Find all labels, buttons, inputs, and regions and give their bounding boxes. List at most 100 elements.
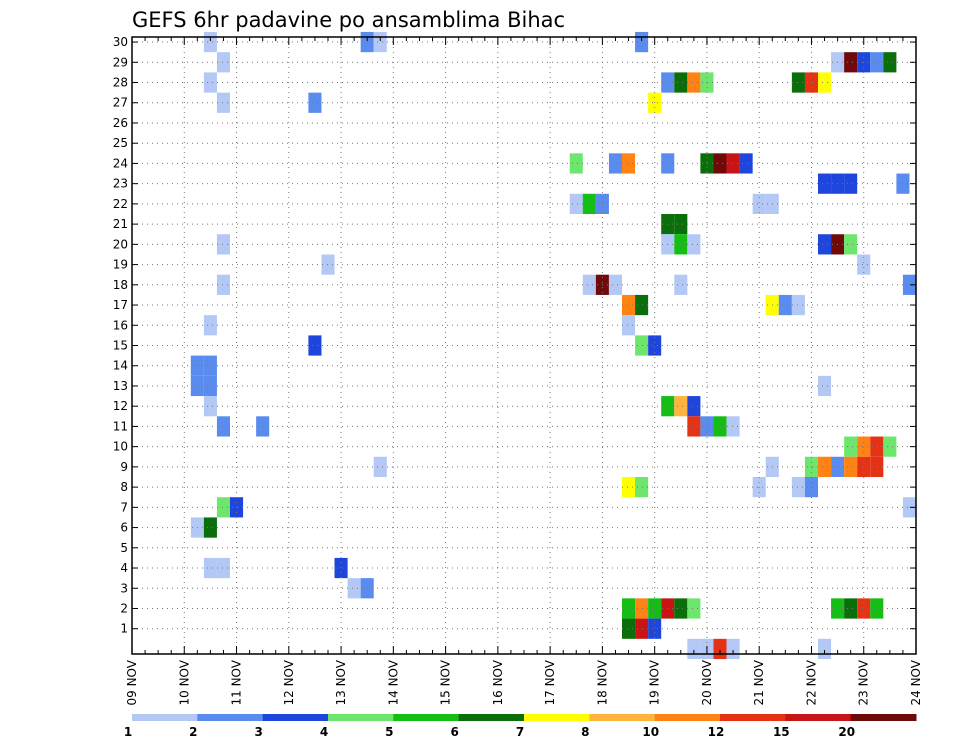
cell-member-10-82 — [870, 436, 884, 457]
cell-member-12-70 — [203, 396, 217, 417]
ytick-label-23: 23 — [113, 177, 128, 191]
cell-member-24-26 — [713, 153, 727, 174]
xtick-label-8: 16 NOV — [491, 659, 505, 705]
cell-member-9-91 — [870, 456, 884, 477]
ytick-label-9: 9 — [120, 460, 128, 474]
cell-member-9-87 — [818, 456, 832, 477]
cell-member-18-52 — [608, 274, 622, 295]
colorbar-label-8: 8 — [581, 725, 589, 739]
ytick-label-14: 14 — [113, 359, 128, 373]
cell-member-10-80 — [844, 436, 858, 457]
cell-member-28-10 — [203, 72, 217, 93]
colorbar-label-20: 20 — [838, 725, 855, 739]
cell-member-28-12 — [674, 72, 688, 93]
cell-member-0-123 — [726, 638, 740, 660]
cell-member-24-22 — [608, 153, 622, 174]
cell-member-16-60 — [203, 315, 217, 336]
cell-member-8-95 — [791, 476, 805, 498]
cell-member-9-89 — [844, 456, 858, 477]
xtick-label-15: 23 NOV — [857, 659, 871, 705]
cell-member-3-105 — [347, 578, 361, 599]
cell-member-4-103 — [216, 557, 230, 579]
colorbar-label-12: 12 — [708, 725, 725, 739]
cell-member-2-116 — [870, 598, 884, 619]
cell-member-18-53 — [674, 274, 688, 295]
cell-member-19-47 — [321, 254, 335, 275]
colorbar-swatch-4 — [328, 714, 394, 721]
cell-member-11-74 — [216, 416, 230, 437]
ytick-label-18: 18 — [113, 278, 128, 292]
cell-member-24-25 — [700, 153, 714, 174]
cell-member-22-33 — [569, 193, 583, 215]
cells-layer — [190, 31, 916, 660]
cell-member-0-124 — [818, 638, 832, 660]
cell-member-2-112 — [687, 598, 701, 619]
cell-member-24-28 — [739, 153, 753, 174]
ytick-label-2: 2 — [120, 601, 128, 615]
cell-member-8-93 — [635, 476, 649, 498]
cell-member-21-39 — [674, 214, 688, 235]
colorbar-label-2: 2 — [189, 725, 197, 739]
xtick-label-5: 13 NOV — [334, 659, 348, 705]
cell-member-9-84 — [373, 456, 387, 477]
cell-member-11-76 — [687, 416, 701, 437]
ytick-label-22: 22 — [113, 197, 128, 211]
ytick-label-8: 8 — [120, 480, 128, 494]
ytick-label-16: 16 — [113, 318, 128, 332]
cell-member-18-50 — [582, 274, 596, 295]
cell-member-2-108 — [635, 598, 649, 619]
colorbar-legend: 1 2 3 4 5 6 7 8 10 12 15 20 — [124, 714, 917, 739]
y-axis: 1234567891011121314151617181920212223242… — [113, 35, 916, 636]
cell-member-27-19 — [308, 92, 322, 113]
ytick-label-11: 11 — [113, 419, 128, 433]
cell-member-18-49 — [216, 274, 230, 295]
colorbar-swatch-5 — [393, 714, 460, 721]
cell-member-2-114 — [844, 598, 858, 619]
colorbar-swatch-9 — [654, 714, 721, 721]
cell-member-15-62 — [308, 335, 322, 356]
cell-member-9-90 — [857, 456, 871, 477]
cell-member-8-92 — [622, 476, 636, 498]
cell-member-6-101 — [203, 517, 217, 538]
ytick-label-15: 15 — [113, 339, 128, 353]
cell-member-1-118 — [635, 618, 649, 639]
ytick-label-3: 3 — [120, 581, 128, 595]
ytick-label-10: 10 — [113, 440, 128, 454]
cell-member-11-79 — [726, 416, 740, 437]
cell-member-29-8 — [870, 52, 884, 73]
cell-member-11-78 — [713, 416, 727, 437]
colorbar-swatch-2 — [197, 714, 264, 721]
grid-layer — [132, 37, 916, 654]
xtick-label-12: 20 NOV — [700, 659, 714, 705]
cell-member-12-72 — [674, 396, 688, 417]
x-axis: 09 NOV 10 NOV 11 NOV 12 NOV 13 NOV 14 NOV 15 N… — [125, 37, 923, 706]
cell-member-0-120 — [687, 638, 701, 660]
cell-member-16-61 — [622, 315, 636, 336]
cell-member-2-109 — [648, 598, 662, 619]
cell-member-22-36 — [752, 193, 766, 215]
cell-member-24-27 — [726, 153, 740, 174]
cell-member-27-18 — [216, 92, 230, 113]
cell-member-30-2 — [373, 31, 387, 53]
cell-member-20-46 — [844, 234, 858, 255]
chart-title: GEFS 6hr padavine po ansamblima Bihac — [132, 8, 565, 32]
ytick-label-19: 19 — [113, 258, 128, 272]
cell-member-0-122 — [713, 638, 727, 660]
cell-member-1-119 — [648, 618, 662, 639]
ytick-label-7: 7 — [120, 500, 128, 514]
cell-member-13-69 — [818, 375, 832, 397]
cell-member-15-63 — [635, 335, 649, 356]
cell-member-24-21 — [569, 153, 583, 174]
colorbar-label-1: 1 — [124, 725, 132, 739]
xtick-label-11: 19 NOV — [648, 659, 662, 705]
cell-member-17-59 — [791, 294, 805, 316]
cell-member-22-34 — [582, 193, 596, 215]
cell-member-29-6 — [844, 52, 858, 73]
colorbar-swatch-11 — [785, 714, 852, 721]
colorbar-swatch-6 — [458, 714, 525, 721]
cell-member-24-23 — [622, 153, 636, 174]
cell-member-13-68 — [203, 375, 217, 397]
cell-member-1-117 — [622, 618, 636, 639]
cell-member-2-111 — [674, 598, 688, 619]
